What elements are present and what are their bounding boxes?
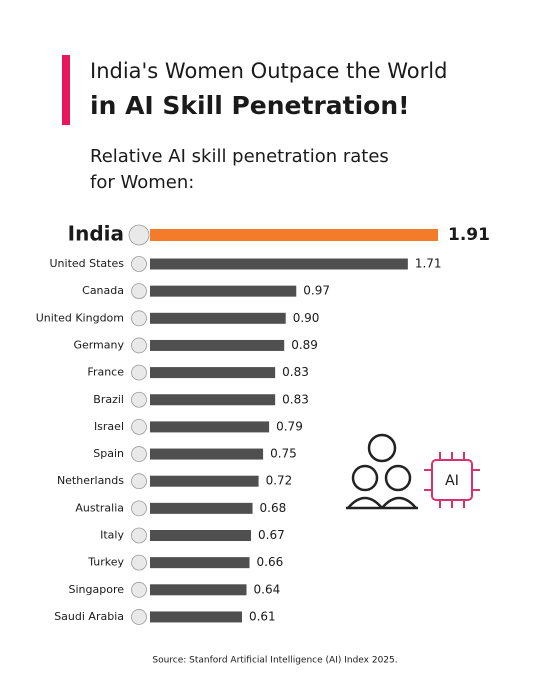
flag-icon (128, 224, 150, 246)
source: Source: Stanford Artificial Intelligence… (152, 656, 397, 666)
value-label: 0.97 (303, 284, 330, 298)
bar (150, 367, 276, 379)
bar (150, 502, 253, 514)
flag-icon (131, 256, 147, 272)
category-label: India (68, 222, 124, 246)
category-label: United States (50, 257, 125, 270)
bar (150, 530, 252, 541)
flag-icon (131, 581, 147, 598)
bar (150, 229, 438, 241)
value-label: 0.67 (258, 528, 285, 542)
category-label: Saudi Arabia (54, 610, 124, 623)
category-label: Spain (93, 447, 124, 460)
bar (150, 339, 285, 351)
flag-icon (131, 391, 147, 408)
category-label: Italy (100, 529, 124, 542)
chart-title: India's Women Outpace the World (90, 59, 447, 83)
person-icon (347, 496, 417, 509)
flag-icon (131, 310, 147, 327)
bar (150, 394, 276, 406)
value-label: 0.61 (249, 609, 276, 623)
value-label: 0.83 (282, 392, 309, 406)
chip-icon (424, 452, 480, 508)
bar (150, 258, 408, 270)
flag-icon (131, 446, 147, 462)
flag-icon (131, 283, 147, 300)
flag-icon (131, 337, 147, 354)
bar (150, 448, 264, 460)
person-icon (351, 464, 379, 492)
category-label: Brazil (93, 393, 124, 406)
value-label: 0.72 (266, 474, 293, 488)
category-label: France (87, 366, 124, 379)
flag-icon (131, 500, 147, 517)
value-label: 1.71 (415, 257, 442, 271)
category-label: Israel (94, 420, 124, 433)
value-label: 0.66 (257, 555, 284, 569)
flag-icon (131, 609, 147, 625)
bar (150, 312, 286, 324)
flag-icon (131, 473, 147, 490)
category-label: United Kingdom (36, 311, 124, 324)
person-icon (367, 433, 397, 463)
value-label: 0.68 (260, 501, 287, 515)
value-label: 0.90 (293, 311, 320, 325)
value-label: 0.83 (282, 365, 309, 379)
bar (150, 584, 247, 596)
illustration (346, 433, 418, 510)
bar (150, 285, 297, 297)
flag-icon (131, 364, 147, 381)
chip-text: AI (445, 473, 459, 489)
chart-title: in AI Skill Penetration! (90, 91, 410, 120)
person-icon (384, 464, 412, 492)
category-label: Singapore (69, 583, 125, 596)
bar (150, 557, 250, 569)
flag-icon (131, 527, 147, 544)
category-label: Netherlands (57, 474, 124, 487)
value-label: 0.64 (254, 582, 281, 596)
bar (150, 421, 270, 433)
bar (150, 475, 259, 487)
value-label: 1.91 (448, 225, 490, 245)
title-accent (62, 55, 70, 125)
flag-icon (131, 554, 147, 571)
value-label: 0.79 (276, 419, 303, 433)
flag-icon (131, 418, 147, 435)
value-label: 0.89 (291, 338, 318, 352)
subtitle: for Women: (90, 172, 194, 193)
category-label: Turkey (87, 556, 124, 569)
category-label: Australia (75, 501, 124, 514)
value-label: 0.75 (270, 447, 297, 461)
bar (150, 611, 242, 623)
category-label: Canada (82, 284, 124, 297)
subtitle: Relative AI skill penetration rates (90, 146, 389, 167)
category-label: Germany (73, 338, 124, 351)
